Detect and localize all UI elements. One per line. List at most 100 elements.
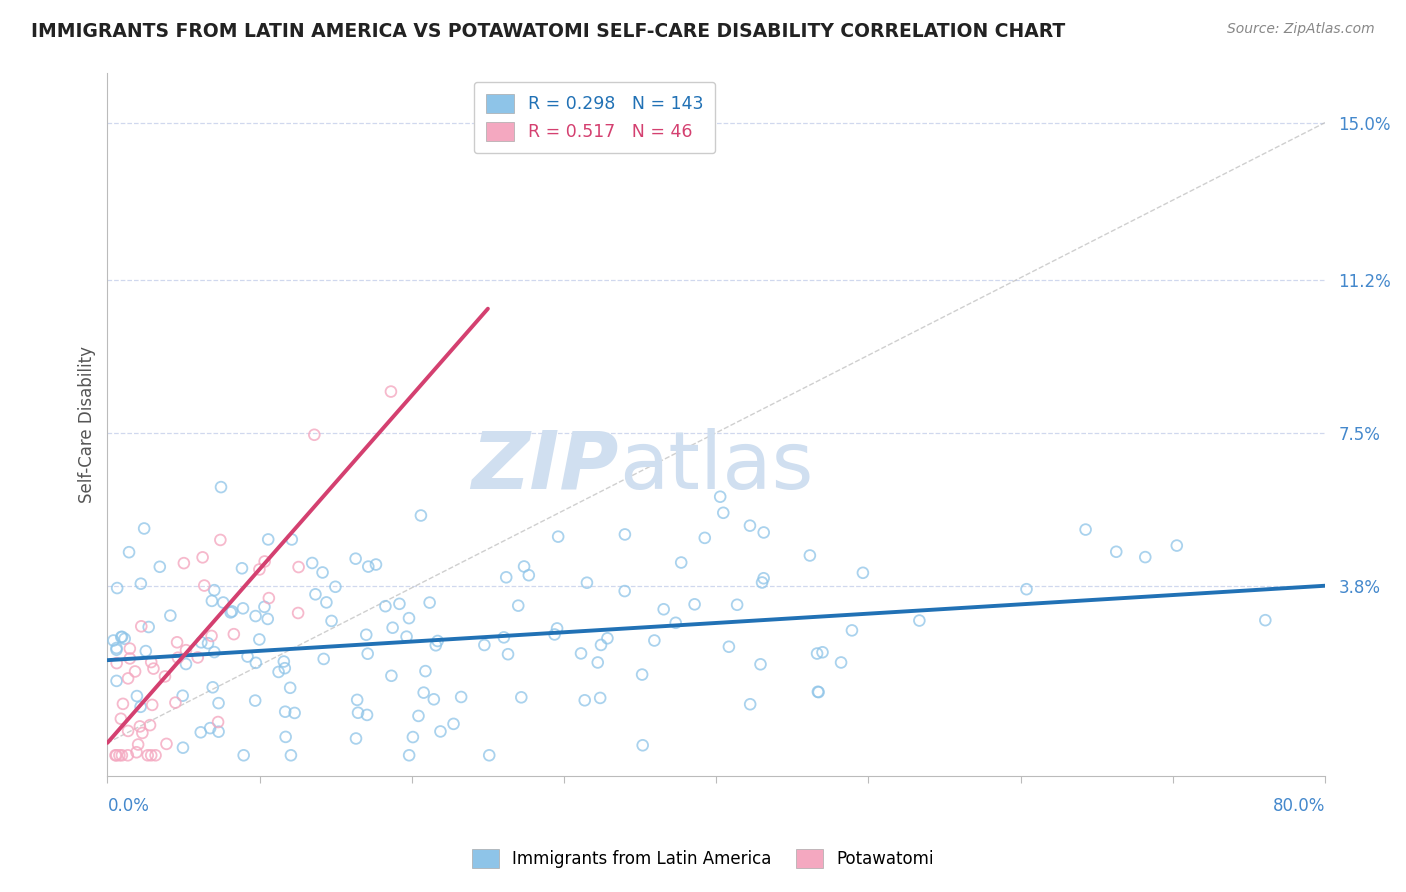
Point: [589, 690, 612, 705]
Point: [740, 698, 762, 712]
Point: [141, 748, 163, 763]
Point: [127, 738, 149, 752]
Point: [586, 656, 609, 670]
Text: 0.0%: 0.0%: [107, 797, 149, 815]
Point: [281, 533, 304, 547]
Point: [693, 531, 716, 545]
Point: [145, 748, 167, 763]
Point: [596, 632, 619, 646]
Point: [267, 665, 290, 679]
Point: [117, 672, 139, 686]
Text: atlas: atlas: [619, 427, 813, 506]
Point: [256, 612, 278, 626]
Point: [346, 693, 368, 707]
Point: [287, 606, 309, 620]
Point: [347, 706, 370, 720]
Point: [669, 556, 692, 570]
Point: [1166, 539, 1188, 553]
Point: [280, 748, 302, 763]
Point: [103, 633, 125, 648]
Point: [118, 545, 141, 559]
Point: [212, 595, 235, 609]
Point: [207, 724, 229, 739]
Point: [495, 570, 517, 584]
Point: [274, 730, 297, 744]
Point: [450, 690, 472, 704]
Point: [202, 645, 225, 659]
Point: [415, 664, 437, 678]
Point: [207, 714, 229, 729]
Point: [111, 697, 134, 711]
Point: [652, 602, 675, 616]
Point: [546, 622, 568, 636]
Point: [321, 614, 343, 628]
Point: [232, 601, 254, 615]
Point: [443, 717, 465, 731]
Point: [287, 560, 309, 574]
Point: [166, 635, 188, 649]
Text: ZIP: ZIP: [471, 427, 619, 506]
Point: [419, 596, 441, 610]
Point: [105, 748, 128, 763]
Point: [274, 705, 297, 719]
Point: [811, 645, 834, 659]
Point: [278, 681, 301, 695]
Point: [1254, 613, 1277, 627]
Point: [155, 737, 177, 751]
Point: [131, 726, 153, 740]
Point: [613, 527, 636, 541]
Point: [496, 647, 519, 661]
Y-axis label: Self-Care Disability: Self-Care Disability: [79, 346, 96, 503]
Point: [472, 638, 495, 652]
Point: [114, 632, 136, 646]
Point: [174, 657, 197, 671]
Point: [129, 576, 152, 591]
Point: [202, 583, 225, 598]
Point: [388, 597, 411, 611]
Point: [118, 641, 141, 656]
Point: [429, 724, 451, 739]
Point: [108, 748, 131, 763]
Point: [589, 638, 612, 652]
Point: [273, 655, 295, 669]
Point: [111, 748, 134, 763]
Point: [111, 630, 134, 644]
Point: [167, 650, 190, 665]
Point: [725, 598, 748, 612]
Point: [129, 699, 152, 714]
Point: [207, 696, 229, 710]
Point: [172, 740, 194, 755]
Point: [807, 685, 830, 699]
Legend: R = 0.298   N = 143, R = 0.517   N = 46: R = 0.298 N = 143, R = 0.517 N = 46: [474, 82, 716, 153]
Point: [1015, 582, 1038, 597]
Point: [129, 619, 152, 633]
Point: [508, 599, 530, 613]
Point: [1105, 545, 1128, 559]
Point: [425, 638, 447, 652]
Point: [209, 480, 232, 494]
Point: [409, 508, 432, 523]
Point: [125, 745, 148, 759]
Point: [357, 559, 380, 574]
Point: [709, 490, 731, 504]
Point: [245, 656, 267, 670]
Point: [357, 647, 380, 661]
Point: [665, 615, 688, 630]
Point: [138, 620, 160, 634]
Point: [125, 689, 148, 703]
Point: [631, 667, 654, 681]
Point: [117, 723, 139, 738]
Point: [124, 665, 146, 679]
Point: [398, 611, 420, 625]
Point: [752, 525, 775, 540]
Point: [201, 594, 224, 608]
Text: Source: ZipAtlas.com: Source: ZipAtlas.com: [1227, 22, 1375, 37]
Point: [139, 718, 162, 732]
Point: [325, 580, 347, 594]
Point: [631, 739, 654, 753]
Point: [492, 631, 515, 645]
Text: 80.0%: 80.0%: [1272, 797, 1324, 815]
Point: [284, 706, 307, 720]
Point: [315, 595, 337, 609]
Point: [852, 566, 875, 580]
